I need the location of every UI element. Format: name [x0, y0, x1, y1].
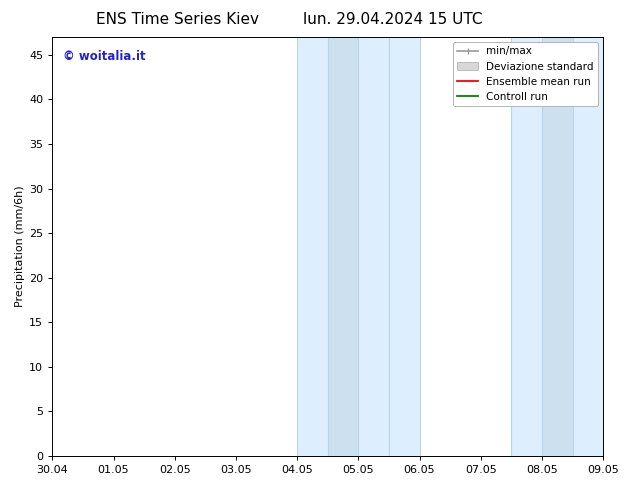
Bar [512, 37, 542, 456]
Bar [542, 37, 573, 456]
Text: lun. 29.04.2024 15 UTC: lun. 29.04.2024 15 UTC [303, 12, 483, 27]
Bar [358, 37, 389, 456]
Text: ENS Time Series Kiev: ENS Time Series Kiev [96, 12, 259, 27]
Bar [328, 37, 358, 456]
Y-axis label: Precipitation (mm/6h): Precipitation (mm/6h) [15, 186, 25, 307]
Bar [573, 37, 603, 456]
Legend: min/max, Deviazione standard, Ensemble mean run, Controll run: min/max, Deviazione standard, Ensemble m… [453, 42, 598, 106]
Bar [389, 37, 420, 456]
Text: © woitalia.it: © woitalia.it [63, 49, 146, 63]
Bar [297, 37, 328, 456]
